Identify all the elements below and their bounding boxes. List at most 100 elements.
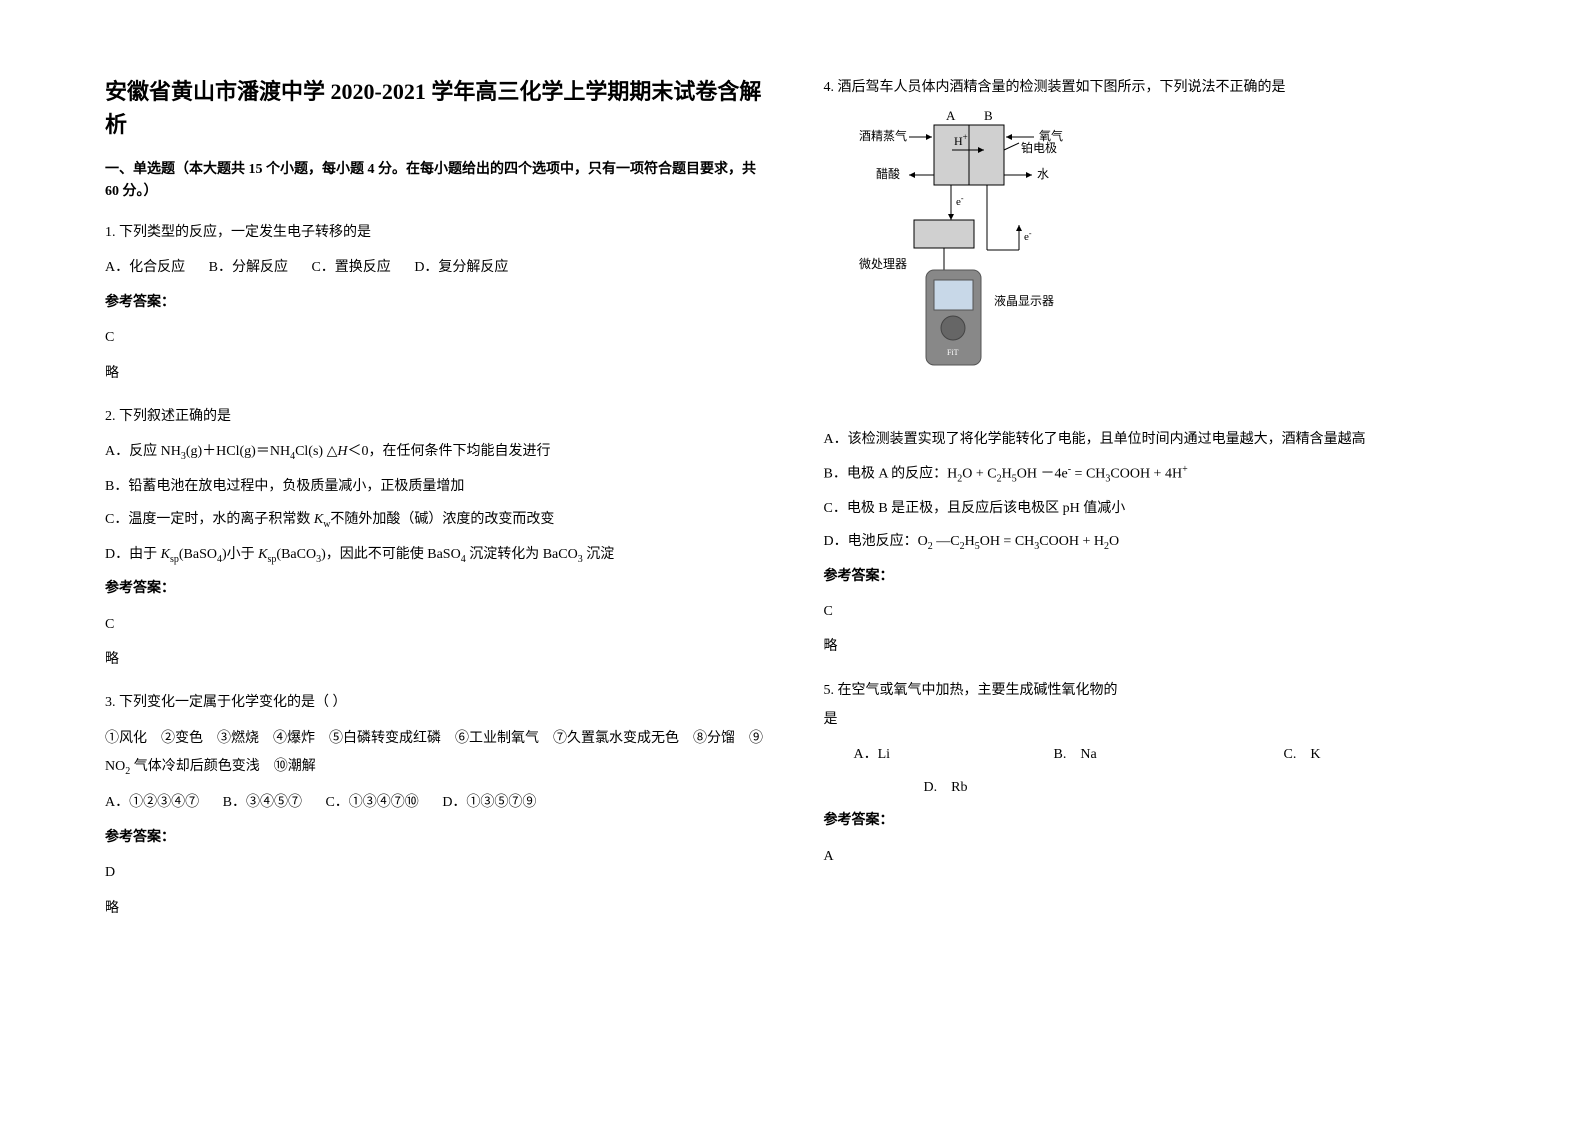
oxygen-arrow-head [1006,134,1012,140]
detector-diagram-svg: A B H+ 酒精蒸气 氧气 铂电极 醋酸 [854,110,1114,400]
q2d-m2: )小于 [222,547,258,562]
acetic-acid-label: 醋酸 [876,166,900,181]
q2d-m5: 沉淀转化为 BaCO [466,547,578,562]
q2d-m1: (BaSO [179,547,217,562]
device-text: FiT [947,348,959,357]
question-4: 4. 酒后驾车人员体内酒精含量的检测装置如下图所示，下列说法不正确的是 A B … [824,75,1483,660]
q3-text: 3. 下列变化一定属于化学变化的是（ ） [105,690,764,715]
q5-options-row1: A．Li B. Na C. K [824,742,1483,767]
exam-title: 安徽省黄山市潘渡中学 2020-2021 学年高三化学上学期期末试卷含解析 [105,75,764,141]
q4-diagram: A B H+ 酒精蒸气 氧气 铂电极 醋酸 [854,110,1483,409]
q4-text: 4. 酒后驾车人员体内酒精含量的检测装置如下图所示，下列说法不正确的是 [824,75,1483,100]
q2a-h: H [337,444,347,459]
q2-answer: C [105,612,764,637]
lcd-label: 液晶显示器 [994,293,1054,308]
alcohol-arrow-head [926,134,932,140]
pt-electrode-label: 铂电极 [1021,140,1057,155]
q2c-pre: C．温度一定时，水的离子积常数 [105,512,314,527]
q4d-post: O [1109,534,1119,549]
q2c-post: 不随外加酸（碱）浓度的改变而改变 [330,512,554,527]
q3-answer-label: 参考答案： [105,825,764,850]
q5-options-row2: D. Rb [824,775,1483,800]
q4d-pre: D．电池反应：O [824,534,928,549]
q5-opt-a: A．Li [824,742,1054,767]
q5-opt-d: D. Rb [824,775,968,800]
q3-opt-a: A．①②③④⑦ [105,795,199,810]
pt-line [1004,143,1019,150]
q4d-m1: —C [933,534,960,549]
q2d-sp1: sp [170,553,179,564]
q4-answer-label: 参考答案： [824,564,1483,589]
q2-opt-b: B．铅蓄电池在放电过程中，负极质量减小，正极质量增加 [105,474,764,499]
q3-opt-d: D．①③⑤⑦⑨ [442,795,536,810]
water-label: 水 [1037,167,1049,181]
q4b-m4: = CH [1071,466,1105,481]
wire-b-arrow [1016,225,1022,231]
question-2: 2. 下列叙述正确的是 A．反应 NH3(g)＋HCl(g)＝NH4Cl(s) … [105,404,764,672]
q4b-m2: H [1002,466,1012,481]
q1-opt-b: B．分解反应 [209,260,288,275]
q2-opt-d: D．由于 Ksp(BaSO4)小于 Ksp(BaCO3)，因此不可能使 BaSO… [105,542,764,569]
q2a-m2: Cl(s) △ [295,444,337,459]
q2d-m4: )，因此不可能使 BaSO [321,547,461,562]
q4b-m1: O + C [962,466,996,481]
q1-answer: C [105,325,764,350]
q5-answer: A [824,844,1483,869]
q3-options: A．①②③④⑦ B．③④⑤⑦ C．①③④⑦⑩ D．①③⑤⑦⑨ [105,790,764,815]
q2a-pre: A．反应 NH [105,444,181,459]
q1-brief: 略 [105,361,764,386]
q2-answer-label: 参考答案： [105,576,764,601]
label-a: A [946,110,956,123]
q2-text: 2. 下列叙述正确的是 [105,404,764,429]
q3-opt-b: B．③④⑤⑦ [223,795,302,810]
q4d-m4: COOH + H [1039,534,1104,549]
q2d-pre: D．由于 [105,547,161,562]
q5-opt-c: C. K [1284,742,1404,767]
q1-opt-c: C．置换反应 [311,260,390,275]
acid-arrow-head [909,172,915,178]
q1-opt-a: A．化合反应 [105,260,185,275]
alcohol-vapor-label: 酒精蒸气 [859,128,907,143]
q5-answer-label: 参考答案： [824,808,1483,833]
q2-brief: 略 [105,647,764,672]
q4-opt-a: A．该检测装置实现了将化学能转化了电能，且单位时间内通过电量越大，酒精含量越高 [824,427,1483,452]
q5-text: 5. 在空气或氧气中加热，主要生成碱性氧化物的 [824,678,1483,703]
sup-plus: + [1182,464,1188,475]
q2a-post: ＜0，在任何条件下均能自发进行 [347,444,550,459]
q2d-post: 沉淀 [583,547,615,562]
q5-opt-b: B. Na [1054,742,1284,767]
label-b: B [984,110,993,123]
microprocessor-label: 微处理器 [859,257,907,271]
q4-brief: 略 [824,634,1483,659]
q4b-m5: COOH + 4H [1110,466,1182,481]
q4d-m2: H [965,534,975,549]
question-1: 1. 下列类型的反应，一定发生电子转移的是 A．化合反应 B．分解反应 C．置换… [105,220,764,386]
q4b-pre: B．电极 A 的反应：H [824,466,958,481]
q4d-m3: OH = CH [980,534,1035,549]
microprocessor-box [914,220,974,248]
q2c-k: K [314,512,323,527]
e-minus-a: e- [956,194,964,208]
wire-a-arrow [948,214,954,220]
q1-opt-d: D．复分解反应 [414,260,508,275]
q2d-m3: (BaCO [276,547,316,562]
q4-opt-d: D．电池反应：O2 —C2H5OH = CH3COOH + H2O [824,529,1483,556]
device-button [941,316,965,340]
question-3: 3. 下列变化一定属于化学变化的是（ ） ①风化 ②变色 ③燃烧 ④爆炸 ⑤白磷… [105,690,764,921]
q1-answer-label: 参考答案： [105,290,764,315]
q3-answer: D [105,860,764,885]
q4-answer: C [824,599,1483,624]
section-header: 一、单选题（本大题共 15 个小题，每小题 4 分。在每小题给出的四个选项中，只… [105,159,764,204]
q3-brief: 略 [105,896,764,921]
q4-opt-c: C．电极 B 是正极，且反应后该电极区 pH 值减小 [824,496,1483,521]
q2-opt-c: C．温度一定时，水的离子积常数 Kw不随外加酸（碱）浓度的改变而改变 [105,507,764,534]
q3-items-post: 气体冷却后颜色变浅 ⑩潮解 [130,759,316,774]
q2a-m1: (g)＋HCl(g)＝NH [186,444,290,459]
q2-opt-a: A．反应 NH3(g)＋HCl(g)＝NH4Cl(s) △H＜0，在任何条件下均… [105,439,764,466]
q1-options: A．化合反应 B．分解反应 C．置换反应 D．复分解反应 [105,255,764,280]
q3-opt-c: C．①③④⑦⑩ [325,795,418,810]
q2d-k2: K [258,547,267,562]
q1-text: 1. 下列类型的反应，一定发生电子转移的是 [105,220,764,245]
q4b-m3: OH －4e [1017,466,1068,481]
q3-items: ①风化 ②变色 ③燃烧 ④爆炸 ⑤白磷转变成红磷 ⑥工业制氧气 ⑦久置氯水变成无… [105,725,764,782]
